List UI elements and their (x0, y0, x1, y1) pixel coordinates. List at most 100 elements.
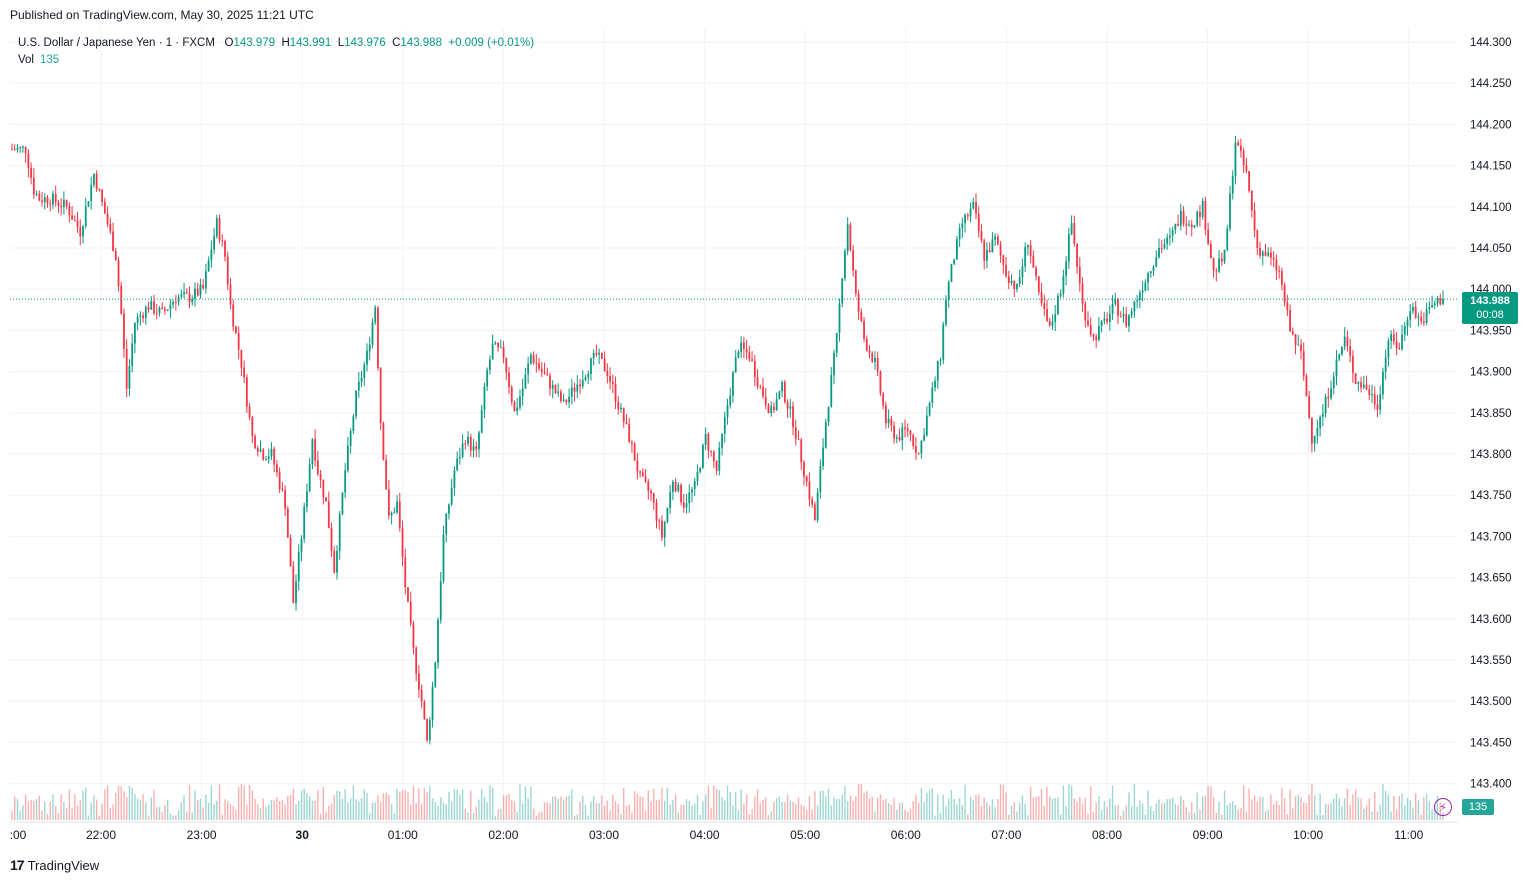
x-tick-label: 07:00 (991, 828, 1021, 842)
candle-body (1220, 258, 1223, 262)
volume-bar (909, 808, 912, 820)
candle-body (871, 352, 874, 362)
candle-body (1420, 316, 1423, 322)
volume-bar (27, 801, 30, 820)
candle-body (1431, 305, 1433, 308)
volume-bar (49, 801, 51, 820)
candle-body (136, 316, 139, 323)
candle-body (800, 439, 803, 463)
candle-body (786, 402, 789, 409)
candle-body (702, 444, 704, 468)
lightning-icon[interactable]: ⚡ (1434, 798, 1452, 816)
volume-bar (489, 785, 491, 820)
candle-body (1272, 257, 1275, 260)
volume-bar (41, 810, 43, 820)
candle-body (904, 427, 906, 429)
volume-bar (1365, 805, 1368, 820)
candle-body (1357, 382, 1360, 385)
candle-body (1076, 243, 1078, 267)
candle-body (377, 307, 379, 368)
volume-bar (74, 794, 76, 820)
symbol-legend[interactable]: U.S. Dollar / Japanese Yen · 1 · FXCM O1… (18, 37, 535, 49)
volume-bar (57, 813, 60, 820)
candle-body (226, 256, 229, 285)
volume-label: Vol (18, 54, 34, 66)
candle-body (1270, 252, 1272, 258)
volume-bar (879, 794, 882, 820)
candle-body (259, 449, 262, 452)
candle-body (884, 405, 887, 424)
y-tick-label: 144.100 (1470, 202, 1512, 214)
volume-bar (726, 785, 729, 820)
volume-bar (1420, 814, 1422, 820)
candle-body (945, 299, 947, 325)
candle-body (1005, 264, 1007, 277)
candle-body (1414, 306, 1417, 318)
volume-bar (44, 801, 46, 820)
volume-bar (194, 790, 196, 820)
candle-body (458, 456, 461, 459)
x-tick-label: 04:00 (690, 828, 720, 842)
candle-body (767, 405, 770, 414)
volume-legend[interactable]: Vol 135 (18, 52, 59, 69)
candle-body (633, 443, 636, 461)
candle-body (715, 461, 718, 471)
volume-bar (1081, 804, 1084, 820)
candle-body (915, 446, 917, 453)
volume-bar (937, 794, 939, 820)
volume-bar (552, 796, 554, 820)
candle-body (931, 387, 934, 403)
candle-body (1106, 318, 1108, 323)
candle-body (349, 431, 352, 446)
volume-bar (306, 793, 308, 820)
volume-bar (158, 806, 161, 820)
candle-body (19, 147, 22, 149)
y-tick-label: 143.850 (1470, 408, 1512, 420)
candle-body (546, 373, 549, 376)
volume-bar (246, 804, 248, 820)
candle-body (538, 363, 540, 369)
candle-body (161, 307, 164, 309)
candle-body (319, 473, 322, 480)
y-tick-label: 143.900 (1470, 367, 1512, 379)
volume-bar (382, 793, 385, 820)
volume-bar (112, 804, 114, 820)
volume-bar (385, 792, 387, 820)
volume-bar (355, 799, 357, 820)
volume-bar (191, 812, 193, 820)
volume-bar (1324, 803, 1327, 820)
volume-bar (934, 815, 936, 820)
candle-body (1371, 394, 1373, 396)
candle-body (300, 539, 303, 553)
candle-body (434, 662, 437, 687)
volume-bar (278, 801, 281, 820)
candle-body (1240, 145, 1242, 151)
candle-body (431, 686, 434, 720)
volume-bar (407, 791, 409, 820)
volume-bars (11, 784, 1444, 820)
candle-body (1188, 224, 1190, 226)
volume-bar (1303, 802, 1305, 820)
volume-bar (773, 801, 775, 820)
y-tick-label: 144.300 (1470, 37, 1512, 49)
candle-body (98, 189, 101, 191)
volume-bar (1210, 786, 1212, 820)
volume-bar (120, 786, 122, 820)
volume-bar (276, 796, 278, 820)
x-tick-label: 23:00 (187, 828, 217, 842)
candle-body (1081, 283, 1084, 304)
volume-bar (762, 799, 764, 820)
volume-bar (30, 799, 32, 820)
candle-body (770, 406, 773, 414)
candle-body (628, 423, 631, 443)
volume-bar (1330, 803, 1332, 820)
volume-bar (917, 802, 920, 820)
x-tick-label: 02:00 (488, 828, 518, 842)
time-axis: :00 22:00 23:00 30 01:00 02:00 03:00 04:00 05:00… (10, 828, 1424, 842)
volume-bar (961, 804, 964, 820)
candle-body (696, 471, 699, 482)
candle-body (1196, 211, 1199, 226)
candle-body (1065, 261, 1068, 277)
candle-body (1398, 347, 1401, 350)
